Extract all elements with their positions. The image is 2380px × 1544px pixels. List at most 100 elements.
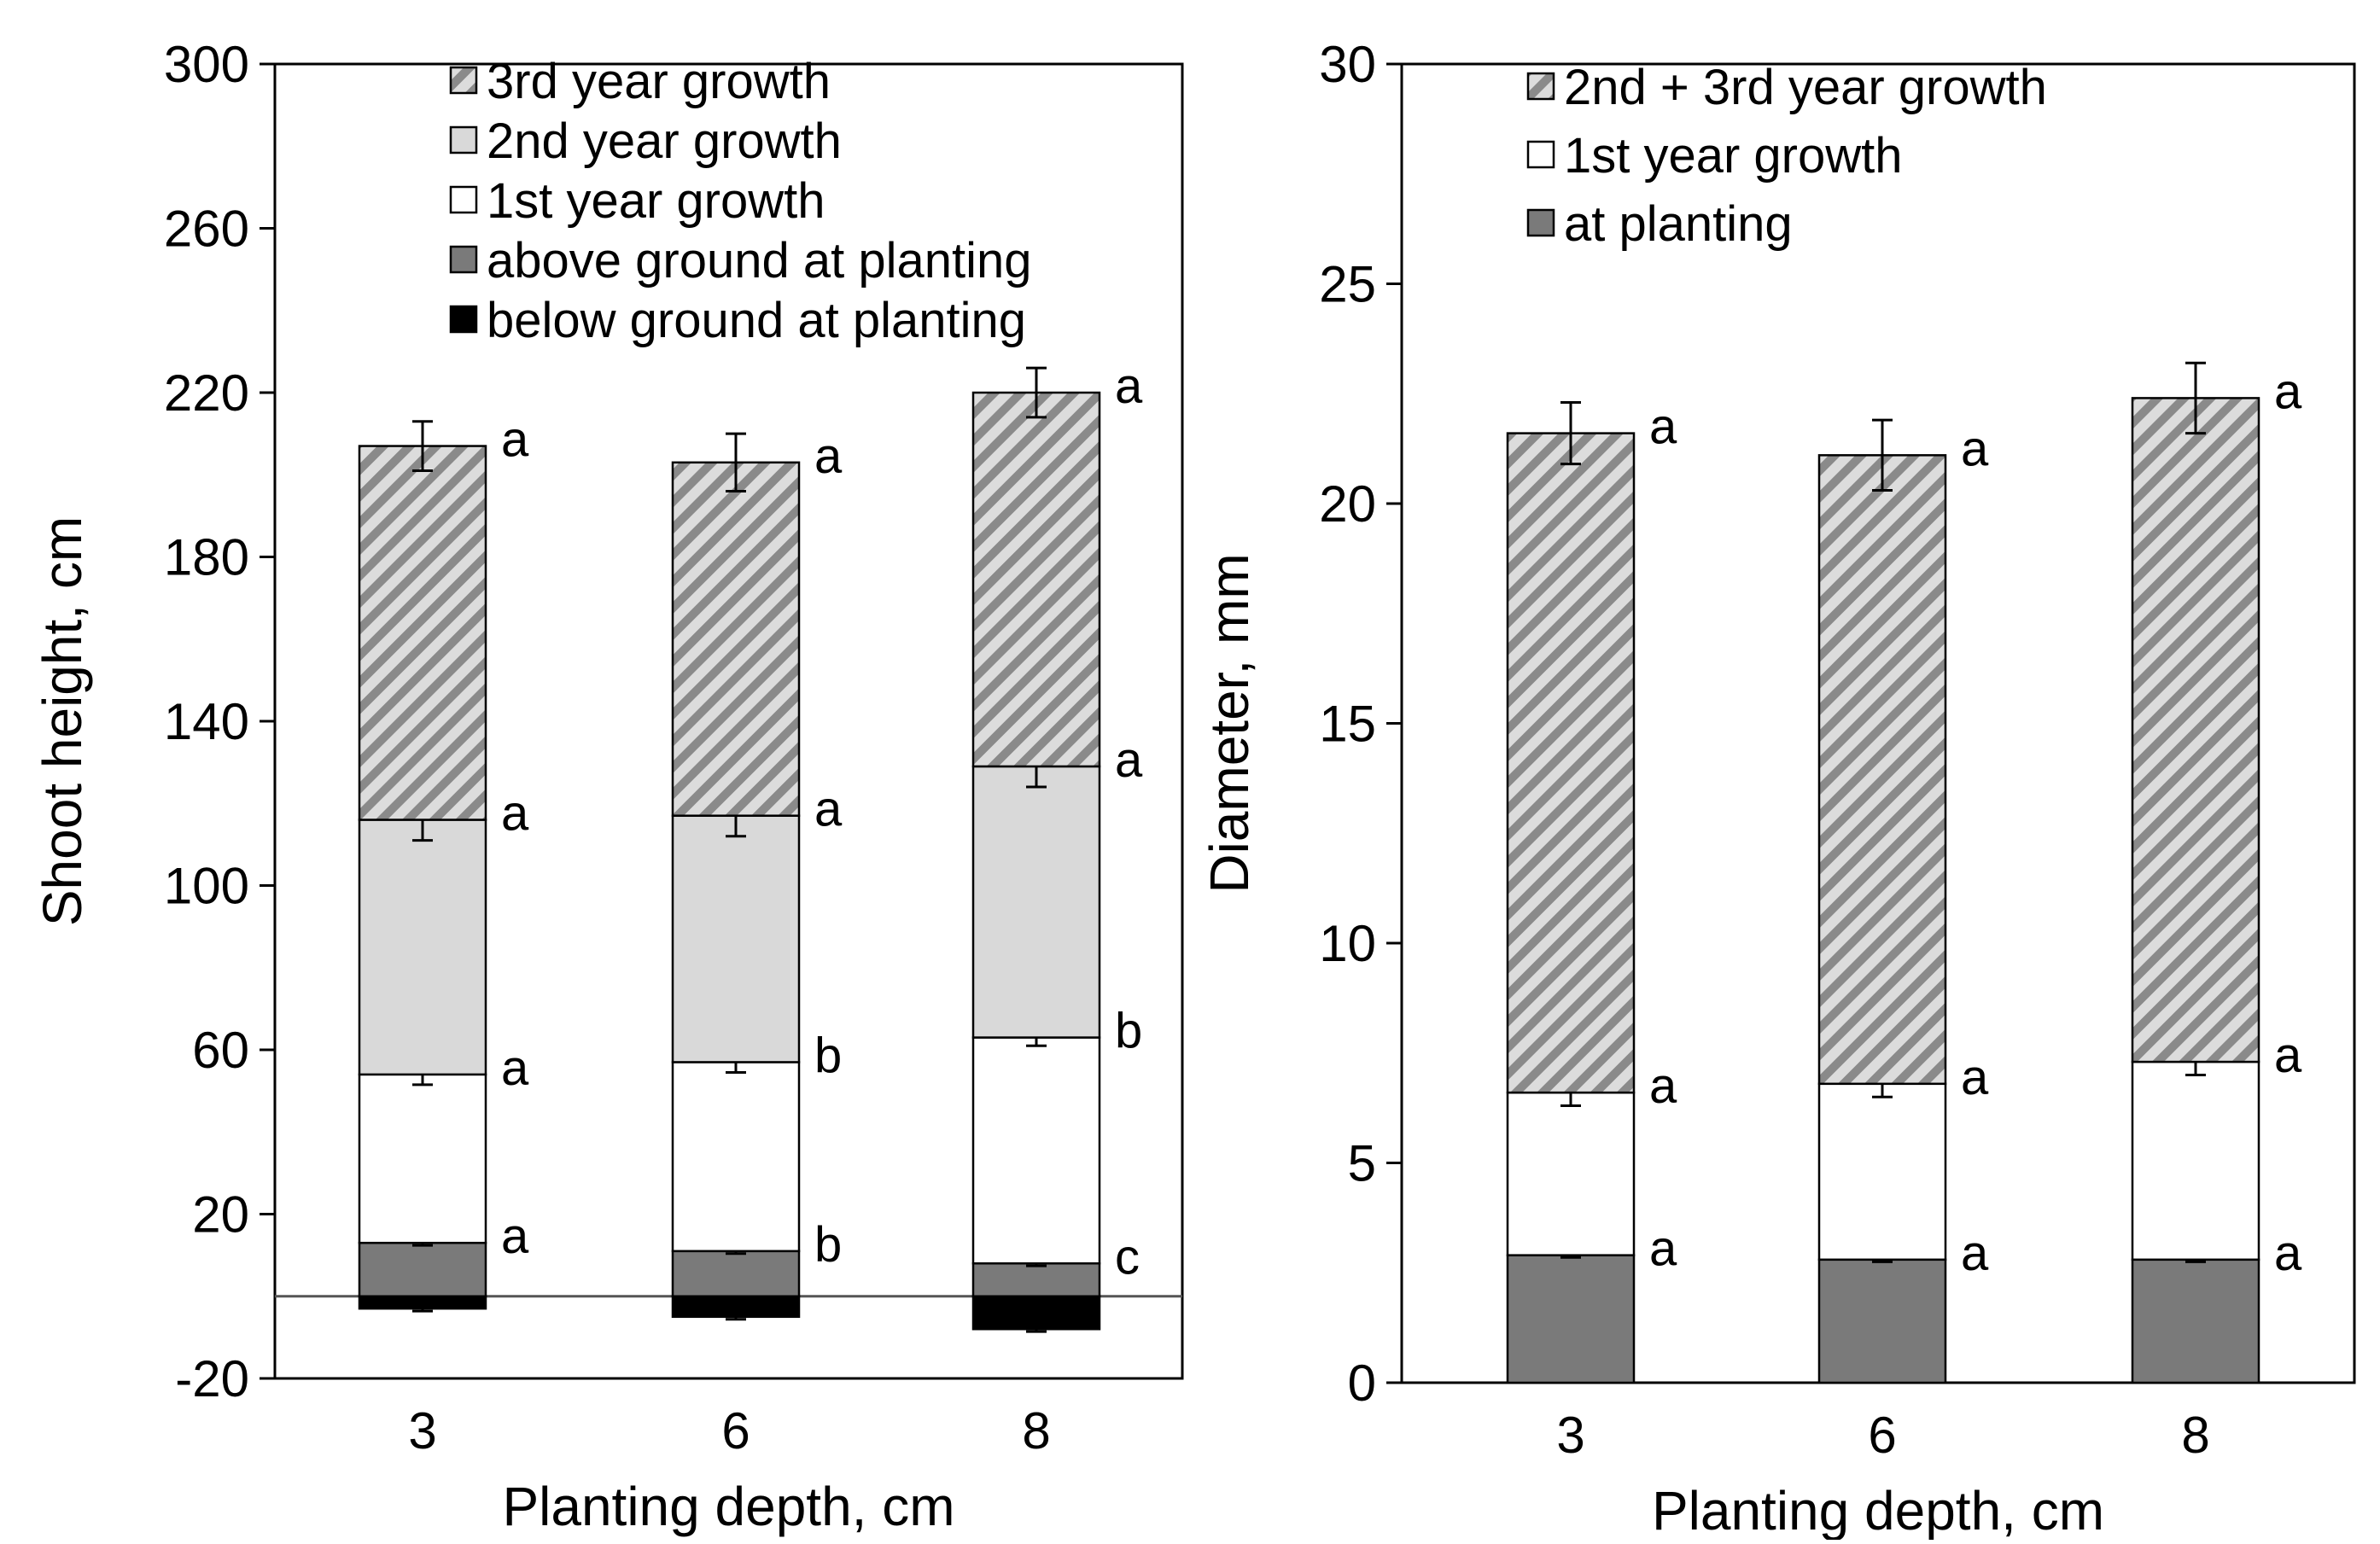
significance-letter: a: [814, 782, 843, 837]
legend-label: above ground at planting: [487, 233, 1032, 288]
significance-letter: a: [501, 412, 529, 468]
legend-label: below ground at planting: [487, 293, 1026, 348]
significance-letter: a: [1115, 358, 1143, 414]
x-tick-label: 8: [1022, 1402, 1050, 1460]
error-bar-y3-6: [726, 432, 746, 492]
x-tick-label: 6: [1868, 1407, 1896, 1464]
y-tick-label: 260: [164, 201, 249, 258]
bar-y2-3: [358, 819, 487, 1076]
bar-y23-6: [1817, 454, 1947, 1086]
significance-letter: a: [1649, 399, 1677, 455]
y-tick-label: 10: [1319, 915, 1376, 972]
x-tick-label: 3: [408, 1402, 436, 1460]
legend-swatch: [449, 185, 478, 214]
legend-swatch: [1526, 208, 1555, 237]
bar-plant-6: [1817, 1258, 1947, 1384]
error-bar-y3-3: [412, 420, 433, 472]
bar-y1-3: [358, 1073, 487, 1244]
y-axis-title: Shoot height, cm: [32, 516, 93, 926]
y-tick-label: 5: [1348, 1135, 1376, 1192]
significance-letter: b: [814, 1028, 842, 1083]
legend-label: 2nd year growth: [487, 114, 842, 169]
significance-letter: a: [1961, 1226, 1989, 1281]
significance-letter: a: [501, 1209, 529, 1264]
x-tick-label: 8: [2181, 1407, 2209, 1464]
legend-swatch: [449, 125, 478, 154]
x-tick-label: 3: [1556, 1407, 1584, 1464]
y-tick-label: 25: [1319, 256, 1376, 313]
bar-y3-6: [671, 461, 801, 817]
bar-above-8: [971, 1262, 1101, 1297]
y-tick-label: 30: [1319, 36, 1376, 93]
bar-plant-8: [2131, 1258, 2260, 1384]
bar-y2-6: [671, 814, 801, 1063]
bar-y1-6: [1817, 1082, 1947, 1261]
x-tick-label: 6: [721, 1402, 750, 1460]
significance-letter: a: [1649, 1058, 1677, 1114]
bar-y1-3: [1506, 1091, 1636, 1256]
y-tick-label: 300: [164, 36, 249, 93]
y-tick-label: -20: [175, 1350, 249, 1407]
bar-y1-8: [2131, 1060, 2260, 1261]
bar-y3-8: [971, 391, 1101, 768]
legend-label: at planting: [1564, 196, 1793, 252]
bar-y1-8: [971, 1036, 1101, 1265]
y-tick-label: 15: [1319, 696, 1376, 753]
bar-below-8: [971, 1295, 1101, 1331]
significance-letter: b: [814, 1217, 842, 1273]
significance-letter: a: [1961, 1050, 1989, 1105]
significance-letter: a: [2274, 364, 2302, 419]
bar-y3-3: [358, 445, 487, 821]
significance-letter: a: [501, 1040, 529, 1096]
error-bar-below-6: [726, 1313, 746, 1321]
y-tick-label: 20: [1319, 475, 1376, 533]
bar-plant-3: [1506, 1254, 1636, 1384]
legend-label: 3rd year growth: [487, 54, 831, 109]
bar-y1-6: [671, 1061, 801, 1253]
bar-y23-8: [2131, 397, 2260, 1063]
y-tick-label: 60: [192, 1022, 249, 1079]
legend-swatch: [449, 245, 478, 274]
x-axis-title: Planting depth, cm: [502, 1476, 954, 1537]
legend-label: 2nd + 3rd year growth: [1564, 60, 2047, 115]
significance-letter: a: [501, 786, 529, 842]
bar-y23-3: [1506, 432, 1636, 1094]
y-axis-title: Diameter, mm: [1199, 553, 1260, 893]
bar-above-3: [358, 1241, 487, 1297]
y-tick-label: 100: [164, 858, 249, 915]
legend-label: 1st year growth: [487, 173, 825, 229]
error-bar-below-3: [412, 1304, 433, 1313]
y-tick-label: 140: [164, 693, 249, 750]
legend-swatch: [449, 305, 478, 334]
error-bar-y23-3: [1560, 401, 1581, 466]
legend-swatch: [449, 66, 478, 95]
significance-letter: a: [2274, 1226, 2302, 1281]
y-tick-label: 220: [164, 364, 249, 422]
significance-letter: b: [1115, 1004, 1142, 1059]
significance-letter: a: [2274, 1028, 2302, 1083]
bar-above-6: [671, 1250, 801, 1297]
bar-y2-8: [971, 765, 1101, 1039]
x-axis-title: Planting depth, cm: [1652, 1480, 2104, 1540]
significance-letter: a: [1115, 732, 1143, 788]
left-chart-panel: -20 20 60 100 140 180 220 260 300 a a a a 3 b b a a 6 c b a a 8…: [32, 36, 1184, 1537]
right-chart-panel: 0 5 10 15 20 25 30 a a a 3 a a a 6 a a a 8 Planting depth, …: [1199, 36, 2356, 1541]
error-bar-y23-6: [1872, 418, 1893, 492]
significance-letter: a: [1961, 421, 1989, 476]
legend-swatch: [1526, 140, 1555, 169]
legend-label: 1st year growth: [1564, 128, 1903, 184]
significance-letter: a: [814, 428, 843, 484]
error-bar-y3-8: [1026, 366, 1047, 419]
y-tick-label: 20: [192, 1186, 249, 1244]
error-bar-below-8: [1026, 1325, 1047, 1333]
legend: 2nd + 3rd year growth 1st year growth at p…: [1526, 60, 2047, 252]
error-bar-y23-8: [2185, 361, 2206, 435]
legend-swatch: [1526, 72, 1555, 101]
y-tick-label: 180: [164, 529, 249, 586]
significance-letter: a: [1649, 1221, 1677, 1277]
y-tick-label: 0: [1348, 1355, 1376, 1412]
significance-letter: c: [1115, 1229, 1140, 1285]
